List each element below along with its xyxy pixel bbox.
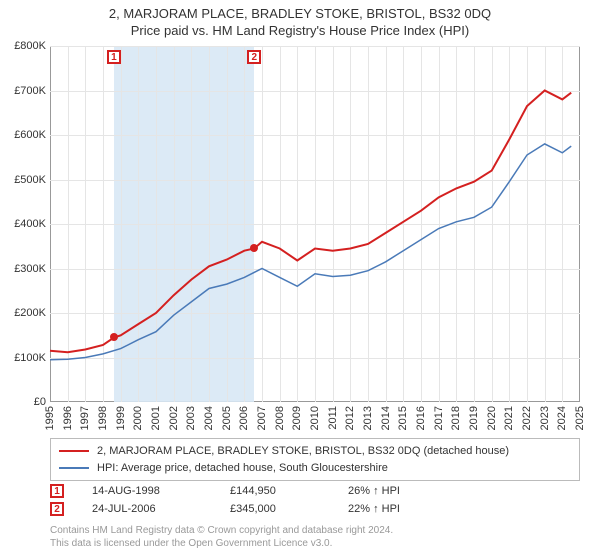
y-axis-label: £500K <box>14 174 46 186</box>
y-axis-label: £100K <box>14 352 46 364</box>
sale-marker-box: 2 <box>50 502 64 516</box>
legend-row: HPI: Average price, detached house, Sout… <box>59 460 571 477</box>
sale-marker-box: 1 <box>50 484 64 498</box>
plot-area: £0£100K£200K£300K£400K£500K£600K£700K£80… <box>50 46 580 402</box>
x-axis-label: 2010 <box>309 406 321 430</box>
sale-price: £345,000 <box>230 503 320 515</box>
x-axis-label: 1998 <box>97 406 109 430</box>
chart-container: 2, MARJORAM PLACE, BRADLEY STOKE, BRISTO… <box>0 0 600 560</box>
title-line-2: Price paid vs. HM Land Registry's House … <box>0 23 600 40</box>
series-property <box>50 91 571 353</box>
x-axis-label: 2025 <box>574 406 586 430</box>
line-layer <box>50 46 580 402</box>
x-axis-label: 1997 <box>79 406 91 430</box>
footnote-line-1: Contains HM Land Registry data © Crown c… <box>50 524 580 537</box>
x-axis-label: 2017 <box>433 406 445 430</box>
x-axis-label: 2007 <box>256 406 268 430</box>
x-axis-label: 2001 <box>150 406 162 430</box>
x-axis-label: 2015 <box>397 406 409 430</box>
x-axis-label: 2023 <box>539 406 551 430</box>
x-axis-label: 2005 <box>221 406 233 430</box>
x-axis-label: 2011 <box>327 406 339 430</box>
x-axis-label: 2002 <box>168 406 180 430</box>
x-axis-label: 2008 <box>274 406 286 430</box>
sale-marker-dot <box>110 333 118 341</box>
sale-hpi-pct: 26% ↑ HPI <box>348 485 438 497</box>
x-axis-label: 2013 <box>362 406 374 430</box>
sale-row: 2 24-JUL-2006 £345,000 22% ↑ HPI <box>50 500 580 518</box>
sale-price: £144,950 <box>230 485 320 497</box>
x-axis-label: 1999 <box>115 406 127 430</box>
x-axis-label: 2006 <box>238 406 250 430</box>
sale-marker-box: 2 <box>247 50 261 64</box>
x-axis-label: 2021 <box>503 406 515 430</box>
sales-table: 1 14-AUG-1998 £144,950 26% ↑ HPI 2 24-JUL-200… <box>50 482 580 518</box>
legend-label: HPI: Average price, detached house, Sout… <box>97 460 388 477</box>
sale-date: 24-JUL-2006 <box>92 503 202 515</box>
y-axis-label: £200K <box>14 307 46 319</box>
x-axis-label: 2014 <box>380 406 392 430</box>
x-axis-label: 2022 <box>521 406 533 430</box>
title-line-1: 2, MARJORAM PLACE, BRADLEY STOKE, BRISTO… <box>0 6 600 23</box>
legend-swatch <box>59 467 89 469</box>
sale-marker-dot <box>250 244 258 252</box>
y-axis-label: £600K <box>14 129 46 141</box>
x-axis-label: 2012 <box>344 406 356 430</box>
sale-date: 14-AUG-1998 <box>92 485 202 497</box>
y-axis-label: £700K <box>14 85 46 97</box>
footnote-line-2: This data is licensed under the Open Gov… <box>50 537 580 550</box>
x-axis-label: 2000 <box>132 406 144 430</box>
x-axis-label: 2024 <box>556 406 568 430</box>
x-axis-label: 1995 <box>44 406 56 430</box>
x-axis-label: 2018 <box>450 406 462 430</box>
y-axis-label: £300K <box>14 263 46 275</box>
sale-hpi-pct: 22% ↑ HPI <box>348 503 438 515</box>
x-axis-label: 2020 <box>486 406 498 430</box>
sale-marker-box: 1 <box>107 50 121 64</box>
sale-row: 1 14-AUG-1998 £144,950 26% ↑ HPI <box>50 482 580 500</box>
x-axis-label: 2003 <box>185 406 197 430</box>
legend-swatch <box>59 450 89 452</box>
x-axis-label: 2019 <box>468 406 480 430</box>
legend: 2, MARJORAM PLACE, BRADLEY STOKE, BRISTO… <box>50 438 580 481</box>
x-axis-label: 2016 <box>415 406 427 430</box>
footnote: Contains HM Land Registry data © Crown c… <box>50 524 580 550</box>
legend-label: 2, MARJORAM PLACE, BRADLEY STOKE, BRISTO… <box>97 443 509 460</box>
chart-title: 2, MARJORAM PLACE, BRADLEY STOKE, BRISTO… <box>0 0 600 40</box>
y-axis-label: £800K <box>14 40 46 52</box>
y-axis-label: £400K <box>14 218 46 230</box>
legend-row: 2, MARJORAM PLACE, BRADLEY STOKE, BRISTO… <box>59 443 571 460</box>
x-axis-label: 2004 <box>203 406 215 430</box>
x-axis-label: 2009 <box>291 406 303 430</box>
x-axis-label: 1996 <box>62 406 74 430</box>
